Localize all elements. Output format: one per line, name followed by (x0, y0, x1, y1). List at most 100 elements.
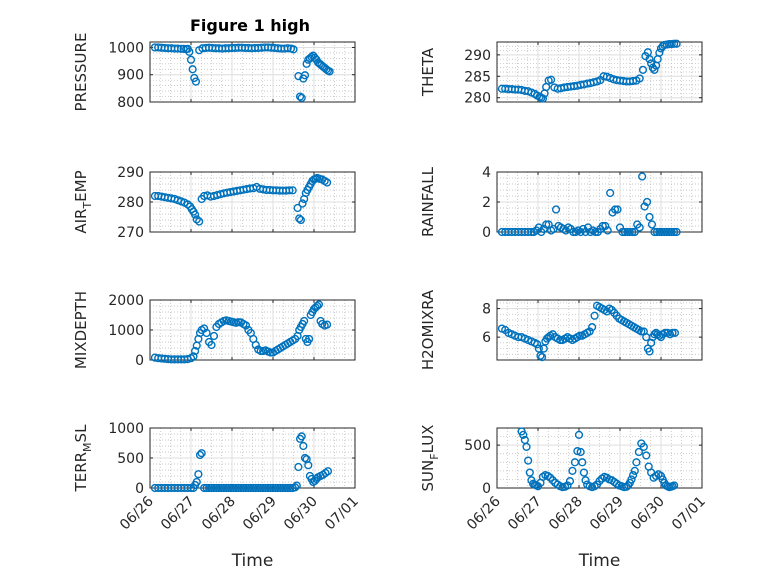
data-point (192, 215, 201, 224)
data-point (297, 432, 306, 441)
data-point (639, 442, 648, 451)
data-point (251, 340, 260, 350)
data-point (667, 227, 676, 237)
data-point (606, 188, 615, 198)
x-tick-label: 06/30 (628, 494, 668, 534)
data-point (189, 352, 198, 361)
data-point (294, 462, 303, 472)
data-point (533, 340, 542, 349)
axes-frame (496, 427, 703, 489)
data-point (323, 320, 332, 329)
data-point (548, 476, 557, 485)
y-axis-label: H2OMIXRA (419, 289, 437, 370)
data-point (524, 227, 533, 237)
data-point (519, 430, 528, 439)
data-point (635, 223, 644, 232)
data-point (588, 323, 597, 332)
subplot-theta: 280 285 290 THETA (419, 39, 703, 107)
y-tick-label: 0 (482, 481, 491, 497)
data-point (578, 458, 587, 467)
data-point (314, 300, 324, 309)
axes-frame (149, 299, 356, 361)
data-point (629, 471, 638, 480)
data-point (574, 430, 584, 439)
subplot-mixdepth: 0 1000 2000 MIXDEPTH (72, 291, 356, 369)
y-tick-label: 280 (464, 91, 491, 107)
data-point (183, 200, 192, 209)
series-points (517, 427, 679, 492)
data-point (670, 481, 679, 490)
data-point (296, 215, 305, 225)
data-point (304, 334, 314, 344)
y-tick-label: 1000 (108, 421, 144, 437)
y-tick-label: 1000 (108, 323, 144, 339)
data-point (547, 75, 556, 84)
data-point (304, 461, 313, 470)
y-axis-label: RAINFALL (419, 166, 437, 237)
subplot-rainfall: 0 2 4 RAINFALL (419, 165, 703, 241)
axes-frame (149, 41, 356, 103)
subplot-pressure: 800 900 1000 PRESSURE (72, 33, 356, 111)
x-tick-label: 06/29 (587, 494, 627, 534)
data-point (298, 199, 307, 208)
y-tick-label: 900 (117, 68, 144, 84)
y-tick-label: 6 (482, 330, 491, 346)
x-tick-label: 06/26 (117, 493, 157, 533)
data-point (522, 442, 531, 451)
data-point (601, 221, 610, 231)
x-tick-label: 06/27 (158, 494, 198, 534)
data-point (632, 458, 641, 467)
data-point (637, 327, 646, 336)
axes-frame (149, 171, 356, 233)
data-point (323, 178, 332, 187)
data-point (536, 351, 545, 360)
data-point (655, 48, 664, 57)
data-point (185, 47, 194, 56)
data-point (191, 210, 200, 219)
data-point (573, 447, 582, 456)
data-point (299, 441, 308, 451)
x-axis-label: Time (578, 551, 621, 571)
data-point (192, 477, 201, 487)
data-point (568, 466, 577, 475)
data-point (615, 223, 625, 232)
data-point (173, 44, 182, 53)
figure-title: Figure 1 high (190, 16, 310, 35)
y-axis-label: AIRTEMP (72, 170, 94, 233)
data-point (202, 328, 211, 338)
data-point (640, 202, 649, 211)
data-point (325, 67, 334, 76)
x-tick-label: 06/28 (199, 494, 239, 534)
data-point (668, 328, 677, 337)
data-point (556, 335, 565, 345)
subplot-terr-msl: 06/26 06/27 06/28 06/29 06/30 07/01 0 500 1000 TE… (72, 421, 362, 571)
y-tick-label: 0 (135, 353, 144, 369)
data-point (297, 93, 306, 103)
data-point (581, 476, 590, 485)
data-point (285, 186, 294, 195)
data-point (534, 223, 543, 232)
data-point (293, 203, 302, 213)
data-point (565, 477, 575, 486)
data-point (266, 348, 275, 357)
x-tick-label: 06/26 (464, 493, 504, 533)
data-point (313, 301, 322, 311)
y-tick-label: 290 (117, 165, 144, 181)
data-point (323, 467, 333, 476)
data-point (538, 94, 548, 103)
data-point (672, 39, 681, 48)
data-point (672, 227, 681, 237)
data-point (581, 227, 590, 237)
data-point (283, 44, 292, 53)
data-point (527, 227, 536, 237)
data-point (209, 331, 219, 341)
y-tick-label: 285 (464, 69, 491, 85)
data-point (186, 55, 196, 64)
data-point (183, 483, 192, 493)
y-tick-label: 1000 (108, 40, 144, 56)
x-tick-label: 07/01 (322, 494, 362, 534)
y-axis-label: THETA (419, 47, 437, 97)
data-point (595, 477, 604, 486)
data-point (291, 483, 300, 492)
